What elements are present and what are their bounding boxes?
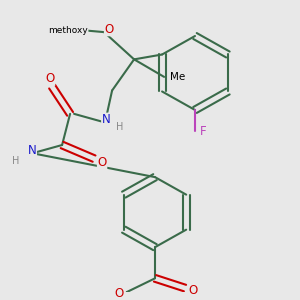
Text: N: N (102, 113, 110, 126)
Text: O: O (98, 156, 107, 169)
Text: O: O (188, 284, 198, 296)
Text: methoxy: methoxy (48, 26, 88, 35)
Text: F: F (200, 125, 206, 138)
Text: O: O (104, 23, 114, 36)
Text: Me: Me (170, 72, 186, 82)
Text: N: N (28, 144, 37, 157)
Text: H: H (116, 122, 124, 133)
Text: O: O (46, 72, 55, 85)
Text: O: O (114, 287, 124, 300)
Text: H: H (12, 156, 20, 166)
